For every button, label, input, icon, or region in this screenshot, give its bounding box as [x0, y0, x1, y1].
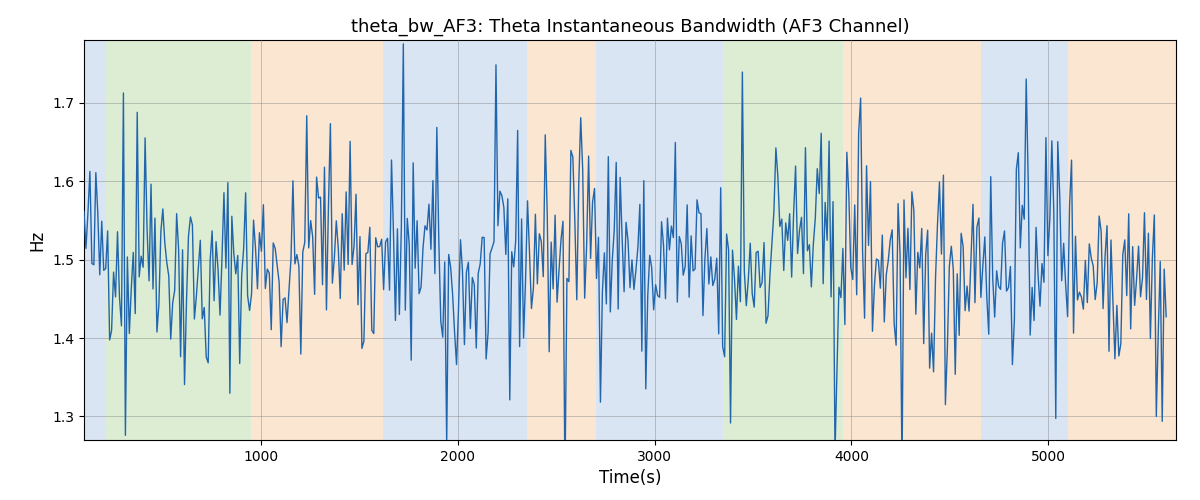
- Bar: [251, 40, 383, 440]
- Title: theta_bw_AF3: Theta Instantaneous Bandwidth (AF3 Channel): theta_bw_AF3: Theta Instantaneous Bandwi…: [350, 18, 910, 36]
- Bar: [383, 40, 527, 440]
- Bar: [595, 40, 724, 440]
- Bar: [106, 40, 251, 440]
- Bar: [84, 40, 106, 440]
- Bar: [527, 40, 595, 440]
- X-axis label: Time(s): Time(s): [599, 470, 661, 488]
- Bar: [724, 40, 844, 440]
- Bar: [982, 40, 1068, 440]
- Y-axis label: Hz: Hz: [29, 230, 47, 250]
- Bar: [844, 40, 982, 440]
- Bar: [1068, 40, 1176, 440]
